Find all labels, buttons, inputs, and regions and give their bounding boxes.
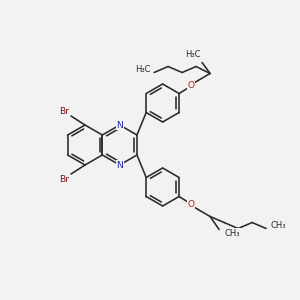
Text: N: N	[116, 121, 123, 130]
Text: Br: Br	[59, 106, 69, 116]
Text: CH₃: CH₃	[224, 229, 240, 238]
Text: H₃C: H₃C	[135, 65, 151, 74]
Text: Br: Br	[59, 175, 69, 184]
Text: H₃C: H₃C	[185, 50, 201, 59]
Text: O: O	[188, 81, 195, 90]
Text: O: O	[188, 200, 195, 209]
Text: N: N	[116, 160, 123, 169]
Text: CH₃: CH₃	[270, 221, 286, 230]
